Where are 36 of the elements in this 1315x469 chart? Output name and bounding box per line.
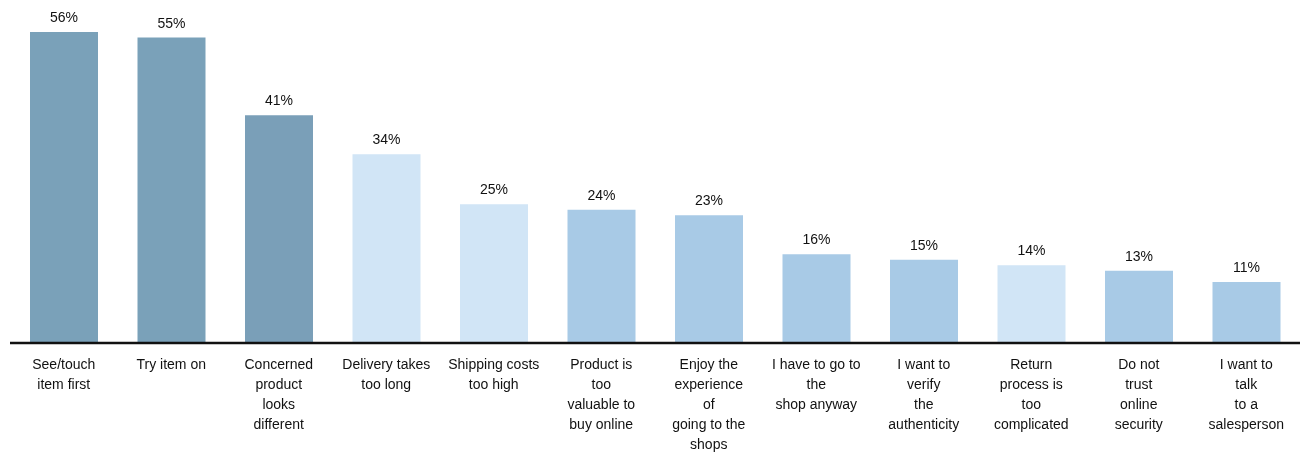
bar (675, 215, 743, 343)
bar (245, 115, 313, 343)
bar (782, 254, 851, 343)
data-label: 14% (1017, 242, 1046, 259)
bar (1212, 281, 1281, 343)
data-label: 23% (694, 192, 724, 209)
x-tick-label: Product is too valuable to buy online (567, 356, 636, 432)
x-tick-label: See/touch item first (32, 356, 96, 392)
x-tick-label: I want to talk to a salesperson (1208, 356, 1284, 432)
data-label: 16% (802, 231, 831, 248)
data-label: 24% (587, 186, 616, 203)
bar (567, 209, 636, 343)
x-tick-label: Delivery takes too long (342, 356, 431, 392)
data-label: 41% (264, 92, 294, 109)
x-tick-label: Enjoy the experience of going to the shops (672, 356, 746, 452)
data-label: 25% (479, 181, 509, 198)
bar (352, 154, 421, 343)
data-label: 15% (909, 236, 939, 253)
x-tick-label: Shipping costs too high (448, 356, 540, 392)
x-tick-label: Do not trust online security (1114, 356, 1163, 432)
bar (137, 37, 206, 343)
data-label: 55% (157, 14, 186, 31)
bar (30, 32, 98, 343)
x-tick-label: I want to verify the authenticity (888, 356, 960, 432)
x-tick-label: Try item on (136, 356, 206, 372)
x-tick-label: I have to go to the shop anyway (771, 356, 861, 412)
bar (997, 265, 1066, 343)
bar (890, 259, 958, 343)
data-label: 11% (1233, 258, 1260, 275)
data-label: 34% (372, 131, 401, 148)
x-tick-label: Concerned product looks different (244, 356, 313, 432)
bar (460, 204, 528, 343)
x-tick-label: Return process is too complicated (993, 356, 1069, 432)
data-label: 56% (49, 9, 79, 25)
bar (1105, 270, 1173, 343)
data-label: 13% (1124, 247, 1154, 264)
